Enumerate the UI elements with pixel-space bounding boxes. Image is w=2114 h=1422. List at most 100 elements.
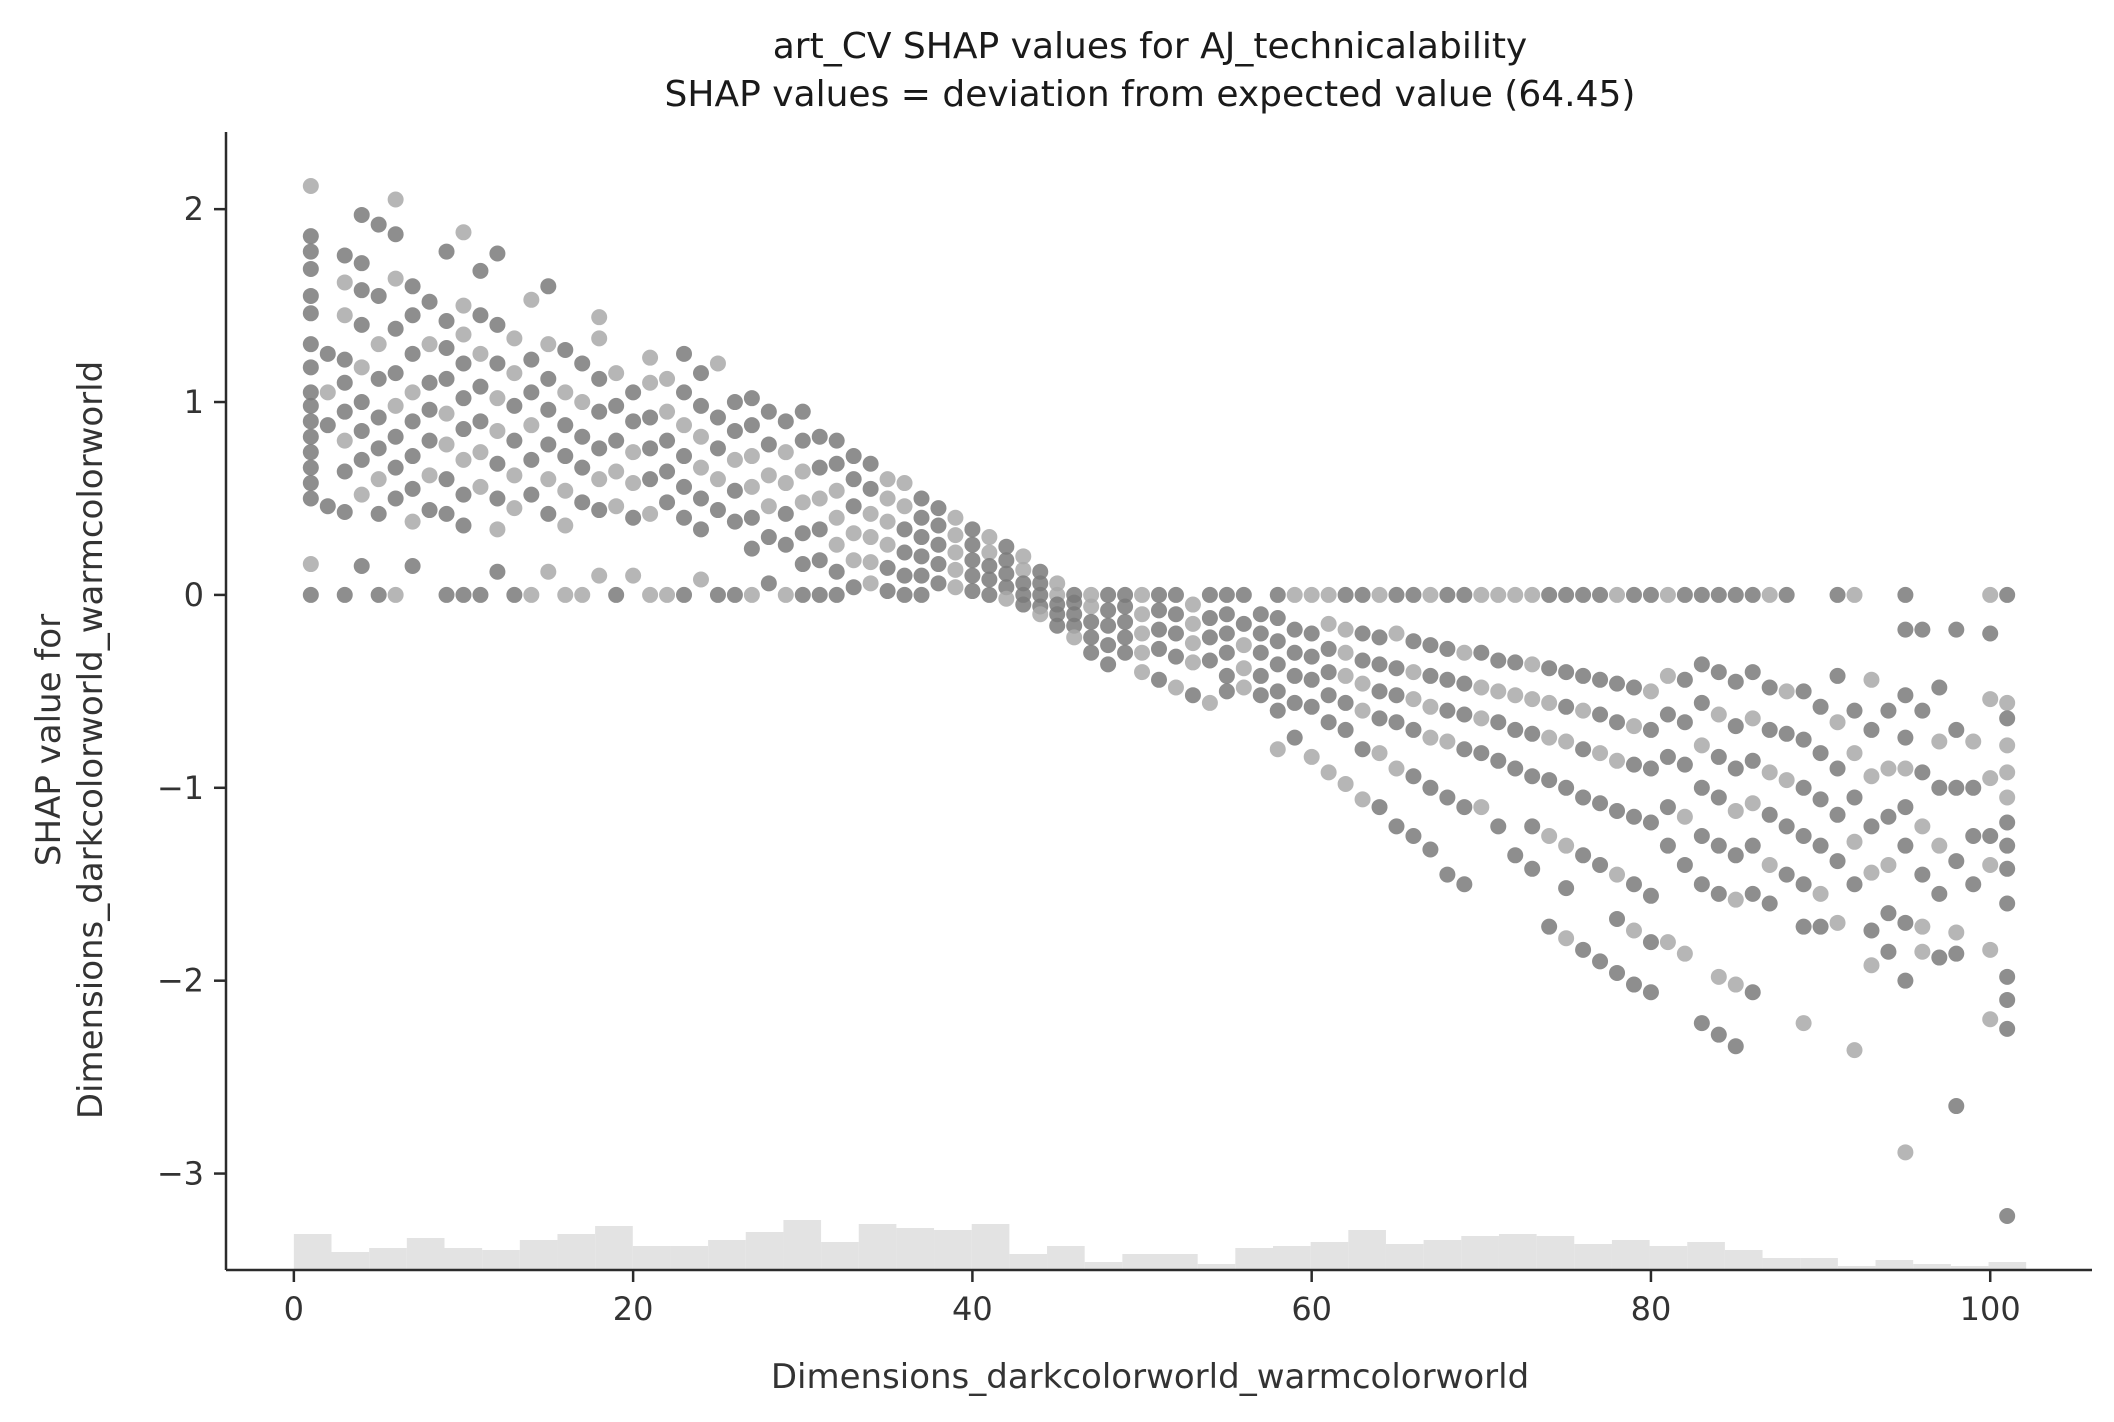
data-point (1999, 710, 2016, 727)
data-point (387, 365, 404, 382)
data-point (692, 459, 709, 476)
data-point (387, 191, 404, 208)
data-point (1490, 818, 1507, 835)
data-point (1863, 818, 1880, 835)
data-point (1846, 586, 1863, 603)
data-point (1931, 779, 1948, 796)
data-point (625, 384, 642, 401)
data-point (1642, 683, 1659, 700)
data-point (302, 490, 319, 507)
data-point (726, 451, 743, 468)
data-point (659, 463, 676, 480)
data-point (1999, 789, 2016, 806)
data-point (1914, 702, 1931, 719)
data-point (1727, 847, 1744, 864)
histogram-bar (1837, 1266, 1876, 1270)
data-point (353, 451, 370, 468)
data-point (1354, 791, 1371, 808)
data-point (1405, 691, 1422, 708)
data-point (1473, 586, 1490, 603)
data-point (1456, 586, 1473, 603)
data-point (1693, 828, 1710, 845)
data-point (472, 307, 489, 324)
data-point (1083, 586, 1100, 603)
data-point (557, 517, 574, 534)
data-point (1642, 984, 1659, 1001)
data-point (1880, 905, 1897, 922)
data-point (1201, 610, 1218, 627)
data-point (845, 525, 862, 542)
data-point (421, 432, 438, 449)
data-point (1846, 876, 1863, 893)
data-point (1931, 949, 1948, 966)
data-point (1490, 652, 1507, 669)
data-point (1965, 876, 1982, 893)
data-point (676, 448, 693, 465)
x-tick-label: 60 (1291, 1290, 1332, 1328)
data-point (1524, 860, 1541, 877)
data-point (1337, 586, 1354, 603)
data-point (523, 451, 540, 468)
data-point (828, 563, 845, 580)
data-point (777, 505, 794, 522)
chart-title: art_CV SHAP values for AJ_technicalabili… (773, 26, 1528, 67)
data-point (676, 417, 693, 434)
data-point (1948, 621, 1965, 638)
data-point (1592, 745, 1609, 762)
data-point (591, 440, 608, 457)
data-point (726, 482, 743, 499)
data-point (1049, 575, 1066, 592)
data-point (1999, 694, 2016, 711)
data-point (1100, 617, 1117, 634)
data-point (998, 590, 1015, 607)
data-point (1948, 721, 1965, 738)
data-point (591, 330, 608, 347)
x-tick-label: 40 (952, 1290, 993, 1328)
data-point (1897, 729, 1914, 746)
data-point (1812, 885, 1829, 902)
histogram-bar (1009, 1254, 1048, 1270)
data-point (1015, 561, 1032, 578)
data-point (1863, 721, 1880, 738)
data-point (1167, 679, 1184, 696)
data-point (1982, 828, 1999, 845)
data-point (1744, 885, 1761, 902)
data-point (1439, 586, 1456, 603)
data-point (404, 278, 421, 295)
data-point (506, 330, 523, 347)
data-point (1914, 621, 1931, 638)
data-point (1218, 625, 1235, 642)
data-point (472, 345, 489, 362)
data-point (1609, 910, 1626, 927)
data-point (1778, 772, 1795, 789)
data-point (1982, 941, 1999, 958)
histogram-bar (1122, 1254, 1161, 1270)
data-point (608, 365, 625, 382)
data-point (1507, 847, 1524, 864)
data-point (1744, 837, 1761, 854)
data-point (1761, 856, 1778, 873)
data-point (1744, 664, 1761, 681)
data-point (1303, 586, 1320, 603)
data-point (794, 556, 811, 573)
data-point (591, 403, 608, 420)
histogram-bar (1724, 1250, 1763, 1270)
data-point (1507, 760, 1524, 777)
data-point (845, 448, 862, 465)
data-point (1982, 586, 1999, 603)
data-point (438, 370, 455, 387)
data-point (1897, 621, 1914, 638)
data-point (557, 341, 574, 358)
data-point (1439, 671, 1456, 688)
data-point (1931, 679, 1948, 696)
data-point (743, 540, 760, 557)
data-point (913, 586, 930, 603)
data-point (319, 345, 336, 362)
data-point (709, 355, 726, 372)
data-point (1999, 764, 2016, 781)
data-point (353, 422, 370, 439)
data-point (506, 432, 523, 449)
data-point (1880, 856, 1897, 873)
data-point (557, 448, 574, 465)
data-point (438, 471, 455, 488)
